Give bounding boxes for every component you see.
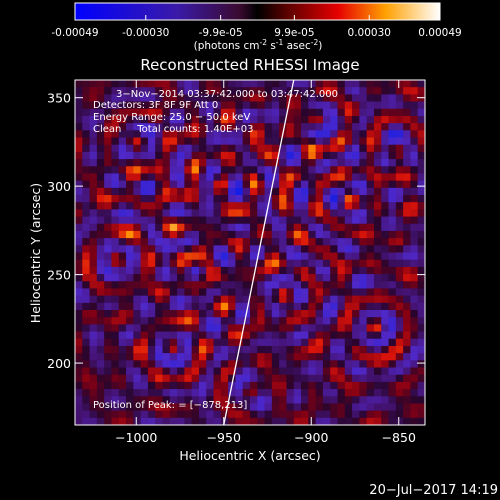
colorbar-tick-label: -0.00030 [122,27,169,39]
legend-line-counts: Clean Total counts: 1.40E+03 [93,124,253,135]
colorbar-ticks: -0.00049 -0.00030 -9.9e-05 9.9e-05 0.00030 0.… [51,15,462,39]
colorbar-tick-label: 9.9e-05 [274,27,314,39]
y-axis: 200 250 300 350 [47,91,425,371]
colorbar-tick-label: -0.00049 [51,27,98,39]
colorbar-gradient [74,2,441,21]
heatmap [75,80,425,425]
x-tick-label: −900 [294,430,328,445]
colorbar-tick-label: -9.9e-05 [199,27,243,39]
solar-limb-line [223,79,295,426]
plot-frame [74,79,426,426]
y-tick-label: 350 [47,91,71,106]
x-tick-label: −1000 [115,430,157,445]
colorbar-units: (photons cm-2 s-1 asec-2) [194,38,323,52]
colorbar: -0.00049 -0.00030 -9.9e-05 9.9e-05 0.00030 0.… [51,2,462,52]
x-tick-label: −850 [382,430,416,445]
legend-line-detectors: Detectors: 3F 8F 9F Att 0 [93,100,218,111]
legend-line-energy: Energy Range: 25.0 − 50.0 keV [93,112,250,123]
colorbar-tick-label: 0.00030 [348,27,391,39]
footer-timestamp: 20−Jul−2017 14:19 [369,483,498,498]
peak-position-label: Position of Peak: = [−878,213] [93,400,247,411]
chart-title: Reconstructed RHESSI Image [140,56,359,74]
y-tick-label: 250 [47,268,71,283]
y-tick-label: 300 [47,179,71,194]
x-axis-label: Heliocentric X (arcsec) [179,448,320,463]
x-tick-label: −950 [207,430,241,445]
y-axis-label: Heliocentric Y (arcsec) [28,183,43,323]
y-tick-label: 200 [47,356,71,371]
colorbar-tick-label: 0.00049 [418,27,461,39]
x-axis: −1000 −950 −900 −850 [115,80,416,445]
legend-line-time: 3−Nov−2014 03:37:42.000 to 03:47:42.000 [116,89,338,100]
plot-legend: 3−Nov−2014 03:37:42.000 to 03:47:42.000 … [93,89,338,135]
